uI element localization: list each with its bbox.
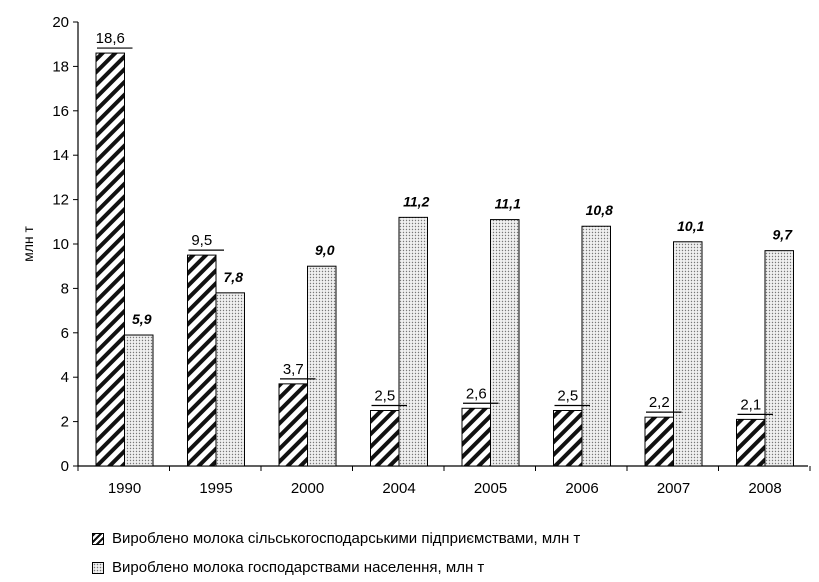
bar-enterprises (278, 383, 308, 467)
data-label-enterprises: 2,1 (740, 396, 761, 413)
bars (95, 52, 794, 467)
bar-households (398, 216, 428, 467)
data-label-households: 10,8 (586, 202, 613, 218)
bar-chart: 0 2 4 6 8 10 12 14 16 18 20 1990 1995 2000 2004 2005 200… (20, 14, 811, 497)
legend-item-enterprises: Вироблено молока сільськогосподарськими … (92, 524, 580, 553)
data-label-households: 10,1 (677, 218, 704, 234)
legend-label-households: Вироблено молока господарствами населенн… (112, 559, 485, 576)
data-label-enterprises: 2,5 (374, 388, 395, 405)
y-tick-label: 12 (52, 192, 69, 209)
bar-enterprises (736, 418, 766, 467)
bar-households (307, 265, 337, 467)
bar-enterprises (461, 407, 491, 467)
data-label-enterprises: 3,7 (283, 361, 304, 378)
legend-swatch-dotted (92, 561, 104, 574)
bar-households (215, 292, 245, 467)
y-tick-label: 8 (61, 280, 69, 297)
y-tick-label: 14 (52, 147, 69, 164)
data-label-households: 5,9 (132, 311, 152, 327)
bar-enterprises (187, 254, 217, 467)
y-tick-label: 16 (52, 103, 69, 120)
data-label-households: 11,2 (403, 193, 429, 209)
y-tick-label: 20 (52, 14, 69, 31)
data-label-households: 9,0 (315, 242, 335, 258)
bar-households (490, 219, 520, 467)
bar-enterprises (370, 410, 400, 467)
x-tick-label: 2006 (565, 480, 598, 497)
data-label-enterprises: 2,6 (466, 385, 487, 402)
x-tick-label: 2007 (657, 480, 690, 497)
data-labels: 18,6 5,9 9,5 7,8 3,7 9,0 2,5 11,2 2,6 11,1 2,5 10,8… (96, 30, 794, 415)
y-tick-label: 6 (61, 325, 69, 342)
bar-households (764, 250, 794, 467)
bar-enterprises (644, 416, 674, 467)
x-tick-label: 2008 (748, 480, 781, 497)
bar-enterprises (95, 52, 125, 467)
y-axis-label: млн т (20, 225, 36, 261)
bar-enterprises (553, 410, 583, 467)
y-tick-label: 10 (52, 236, 69, 253)
data-label-enterprises: 2,2 (649, 394, 670, 411)
x-tick-label: 2005 (474, 480, 507, 497)
y-tick-label: 2 (61, 414, 69, 431)
legend-swatch-hatched (92, 532, 104, 545)
data-label-households: 7,8 (224, 269, 244, 285)
bar-households (124, 334, 154, 467)
axes: 0 2 4 6 8 10 12 14 16 18 20 1990 1995 2000 2004 2005 200… (52, 14, 811, 497)
y-tick-label: 4 (61, 369, 69, 386)
x-tick-label: 2000 (291, 480, 324, 497)
data-label-enterprises: 2,5 (557, 388, 578, 405)
x-tick-label: 1990 (108, 480, 141, 497)
data-label-households: 9,7 (773, 227, 794, 243)
data-label-enterprises: 9,5 (191, 232, 212, 249)
legend-item-households: Вироблено молока господарствами населенн… (92, 553, 580, 582)
x-tick-label: 1995 (199, 480, 232, 497)
legend: Вироблено молока сільськогосподарськими … (92, 524, 580, 582)
bar-households (581, 225, 611, 467)
bar-households (673, 241, 703, 467)
y-tick-label: 18 (52, 58, 69, 75)
legend-label-enterprises: Вироблено молока сільськогосподарськими … (112, 530, 581, 547)
y-tick-label: 0 (61, 458, 69, 475)
data-label-households: 11,1 (495, 196, 521, 212)
data-label-enterprises: 18,6 (96, 30, 125, 47)
x-tick-label: 2004 (382, 480, 415, 497)
